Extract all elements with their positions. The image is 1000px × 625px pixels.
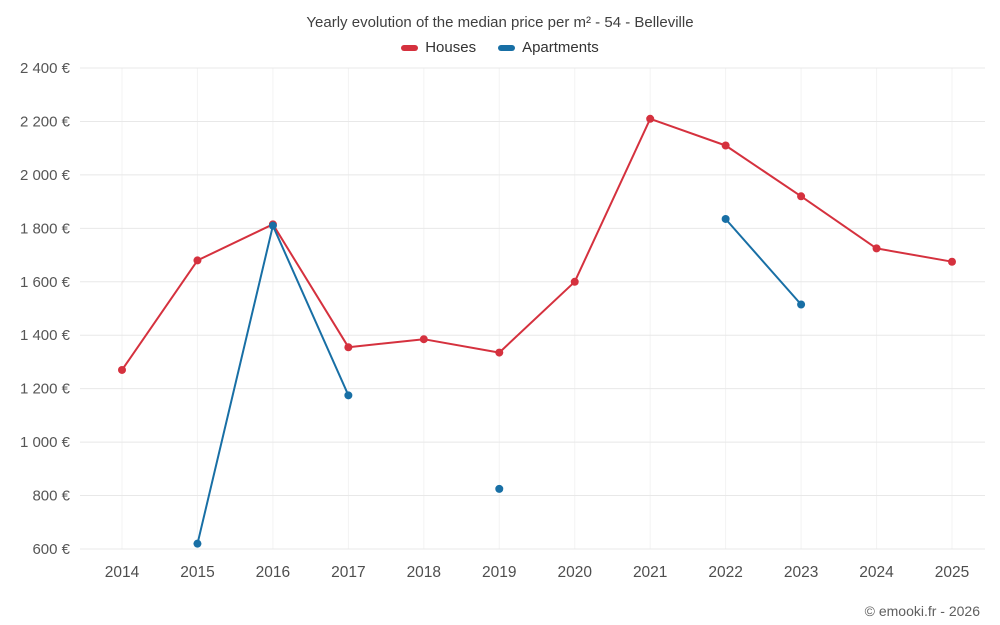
data-point-apartments[interactable] [268, 221, 277, 230]
data-point-houses[interactable] [419, 335, 428, 344]
x-tick-label: 2021 [633, 564, 667, 581]
y-tick-label: 2 000 € [20, 167, 71, 184]
legend-label-houses: Houses [425, 39, 477, 56]
y-tick-label: 1 000 € [20, 434, 71, 451]
data-point-houses[interactable] [344, 343, 353, 352]
legend-item-apartments[interactable]: Apartments [498, 39, 599, 56]
houses-legend-marker-icon [401, 44, 419, 51]
x-tick-label: 2022 [708, 564, 742, 581]
x-tick-label: 2019 [482, 564, 516, 581]
data-point-houses[interactable] [797, 192, 806, 201]
x-tick-label: 2015 [180, 564, 214, 581]
legend-item-houses[interactable]: Houses [401, 39, 476, 56]
data-point-apartments[interactable] [721, 214, 730, 223]
data-point-apartments[interactable] [495, 484, 504, 493]
apartments-legend-marker-icon [498, 44, 516, 51]
x-tick-label: 2016 [256, 564, 290, 581]
x-tick-label: 2024 [859, 564, 894, 581]
y-tick-label: 800 € [32, 488, 70, 505]
x-tick-label: 2018 [407, 564, 441, 581]
y-tick-label: 2 200 € [20, 113, 71, 130]
data-point-apartments[interactable] [797, 300, 806, 309]
chart-title: Yearly evolution of the median price per… [306, 14, 694, 31]
copyright-text: © emooki.fr - 2026 [864, 603, 980, 619]
y-tick-label: 1 600 € [20, 274, 71, 291]
data-point-houses[interactable] [570, 277, 579, 286]
data-point-houses[interactable] [646, 114, 655, 123]
data-point-apartments[interactable] [344, 391, 353, 400]
data-point-houses[interactable] [495, 348, 504, 357]
legend: Houses Apartments [0, 39, 1000, 56]
chart-svg: 600 € 800 € 1 000 € 1 200 € 1 400 € 1 600 € 1 … [20, 60, 985, 581]
series-line-houses [121, 117, 953, 371]
data-point-houses[interactable] [721, 141, 730, 150]
data-point-houses[interactable] [872, 244, 881, 253]
y-tick-label: 1 800 € [20, 220, 71, 237]
data-point-houses[interactable] [193, 256, 202, 265]
data-point-houses[interactable] [118, 365, 126, 374]
data-point-apartments[interactable] [193, 539, 202, 548]
x-tick-label: 2025 [935, 564, 969, 581]
y-tick-label: 1 200 € [20, 381, 71, 398]
legend-label-apartments: Apartments [522, 39, 599, 56]
x-tick-label: 2023 [784, 564, 818, 581]
x-tick-label: 2017 [331, 564, 365, 581]
y-tick-label: 600 € [32, 541, 70, 558]
x-tick-label: 2020 [557, 564, 592, 581]
y-tick-label: 1 400 € [20, 327, 71, 344]
data-point-houses[interactable] [948, 257, 956, 266]
x-tick-label: 2014 [105, 564, 140, 581]
y-tick-label: 2 400 € [20, 60, 71, 77]
